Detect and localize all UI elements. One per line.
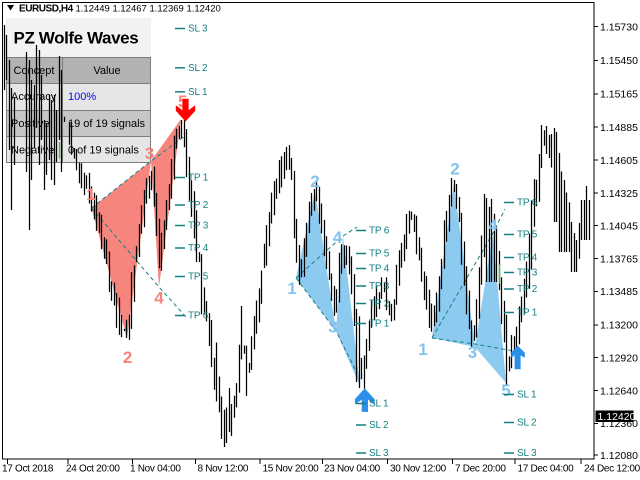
svg-text:EURUSD,H4: EURUSD,H4 bbox=[19, 4, 74, 15]
svg-text:15 Nov 20:00: 15 Nov 20:00 bbox=[263, 464, 320, 475]
svg-text:TP 3: TP 3 bbox=[188, 221, 209, 232]
svg-text:24 Oct 20:00: 24 Oct 20:00 bbox=[66, 464, 120, 475]
svg-text:TP 5: TP 5 bbox=[517, 230, 538, 241]
svg-text:TP 2: TP 2 bbox=[188, 200, 209, 211]
svg-text:1.12920: 1.12920 bbox=[600, 353, 638, 365]
svg-text:1.15450: 1.15450 bbox=[600, 55, 638, 67]
svg-text:Accuracy: Accuracy bbox=[11, 91, 57, 103]
svg-text:Value: Value bbox=[93, 65, 120, 77]
svg-text:30 Nov 12:00: 30 Nov 12:00 bbox=[390, 464, 447, 475]
svg-text:TP 4: TP 4 bbox=[369, 264, 390, 275]
svg-text:TP 3: TP 3 bbox=[517, 268, 538, 279]
svg-text:1: 1 bbox=[86, 185, 95, 204]
svg-text:17 Oct 2018: 17 Oct 2018 bbox=[2, 464, 54, 475]
svg-text:SL 2: SL 2 bbox=[188, 63, 208, 74]
svg-text:SL 2: SL 2 bbox=[517, 418, 537, 429]
svg-text:5: 5 bbox=[501, 381, 510, 400]
svg-text:SL 1: SL 1 bbox=[517, 390, 537, 401]
svg-text:1.12640: 1.12640 bbox=[600, 385, 638, 397]
svg-text:1.12420: 1.12420 bbox=[598, 411, 636, 423]
svg-text:7 Dec 20:00: 7 Dec 20:00 bbox=[455, 464, 506, 475]
svg-text:2: 2 bbox=[450, 160, 459, 179]
svg-text:1 Nov 04:00: 1 Nov 04:00 bbox=[130, 464, 181, 475]
svg-text:1.14325: 1.14325 bbox=[600, 188, 638, 200]
svg-text:SL 3: SL 3 bbox=[517, 448, 537, 459]
svg-text:TP 6: TP 6 bbox=[369, 226, 390, 237]
svg-text:1: 1 bbox=[287, 279, 296, 298]
svg-text:4: 4 bbox=[333, 228, 343, 247]
svg-text:TP 4: TP 4 bbox=[188, 243, 209, 254]
svg-text:SL 3: SL 3 bbox=[188, 24, 208, 35]
svg-text:1.14045: 1.14045 bbox=[600, 221, 638, 233]
svg-text:SL 3: SL 3 bbox=[369, 448, 389, 459]
svg-text:17 Dec 04:00: 17 Dec 04:00 bbox=[518, 464, 575, 475]
svg-text:2: 2 bbox=[310, 172, 319, 191]
svg-text:4: 4 bbox=[488, 216, 498, 235]
svg-text:TP 6: TP 6 bbox=[517, 198, 538, 209]
svg-text:1.14885: 1.14885 bbox=[600, 122, 638, 134]
svg-text:3: 3 bbox=[468, 343, 477, 362]
svg-text:TP 5: TP 5 bbox=[188, 272, 209, 283]
svg-text:TP 6: TP 6 bbox=[188, 311, 209, 322]
svg-text:1.14605: 1.14605 bbox=[600, 155, 638, 167]
svg-text:1.13200: 1.13200 bbox=[600, 320, 638, 332]
svg-text:1: 1 bbox=[418, 340, 427, 359]
svg-text:24 Dec 12:00: 24 Dec 12:00 bbox=[584, 464, 640, 475]
svg-text:1.12080: 1.12080 bbox=[600, 450, 638, 462]
svg-text:Concept: Concept bbox=[14, 65, 55, 77]
svg-text:TP 1: TP 1 bbox=[517, 308, 538, 319]
svg-text:23 Nov 04:00: 23 Nov 04:00 bbox=[324, 464, 381, 475]
svg-text:1.13765: 1.13765 bbox=[600, 253, 638, 265]
svg-text:SL 1: SL 1 bbox=[188, 87, 208, 98]
svg-text:TP 5: TP 5 bbox=[369, 249, 390, 260]
svg-text:TP 4: TP 4 bbox=[517, 253, 538, 264]
svg-text:SL 2: SL 2 bbox=[369, 420, 389, 431]
svg-text:TP 3: TP 3 bbox=[369, 281, 390, 292]
svg-text:3: 3 bbox=[328, 318, 337, 337]
svg-text:3: 3 bbox=[145, 144, 154, 163]
svg-text:8 Nov 12:00: 8 Nov 12:00 bbox=[198, 464, 249, 475]
svg-text:Negative: Negative bbox=[11, 145, 54, 157]
svg-text:2: 2 bbox=[123, 348, 132, 367]
svg-text:4: 4 bbox=[154, 289, 164, 308]
svg-text:TP 2: TP 2 bbox=[369, 299, 390, 310]
svg-text:SL 1: SL 1 bbox=[369, 399, 389, 410]
svg-text:Positive: Positive bbox=[11, 118, 50, 130]
svg-text:TP 2: TP 2 bbox=[517, 284, 538, 295]
svg-text:TP 1: TP 1 bbox=[188, 173, 209, 184]
svg-text:PZ Wolfe Waves: PZ Wolfe Waves bbox=[14, 29, 139, 48]
svg-text:19 of 19 signals: 19 of 19 signals bbox=[68, 118, 146, 130]
svg-text:1.12449 1.12467 1.12369 1.1242: 1.12449 1.12467 1.12369 1.12420 bbox=[76, 4, 221, 15]
svg-text:0 of 19 signals: 0 of 19 signals bbox=[68, 145, 139, 157]
svg-text:1.15165: 1.15165 bbox=[600, 89, 638, 101]
svg-text:1.15730: 1.15730 bbox=[600, 22, 638, 34]
svg-text:100%: 100% bbox=[68, 91, 96, 103]
svg-text:1.13485: 1.13485 bbox=[600, 286, 638, 298]
svg-text:TP 1: TP 1 bbox=[369, 319, 390, 330]
